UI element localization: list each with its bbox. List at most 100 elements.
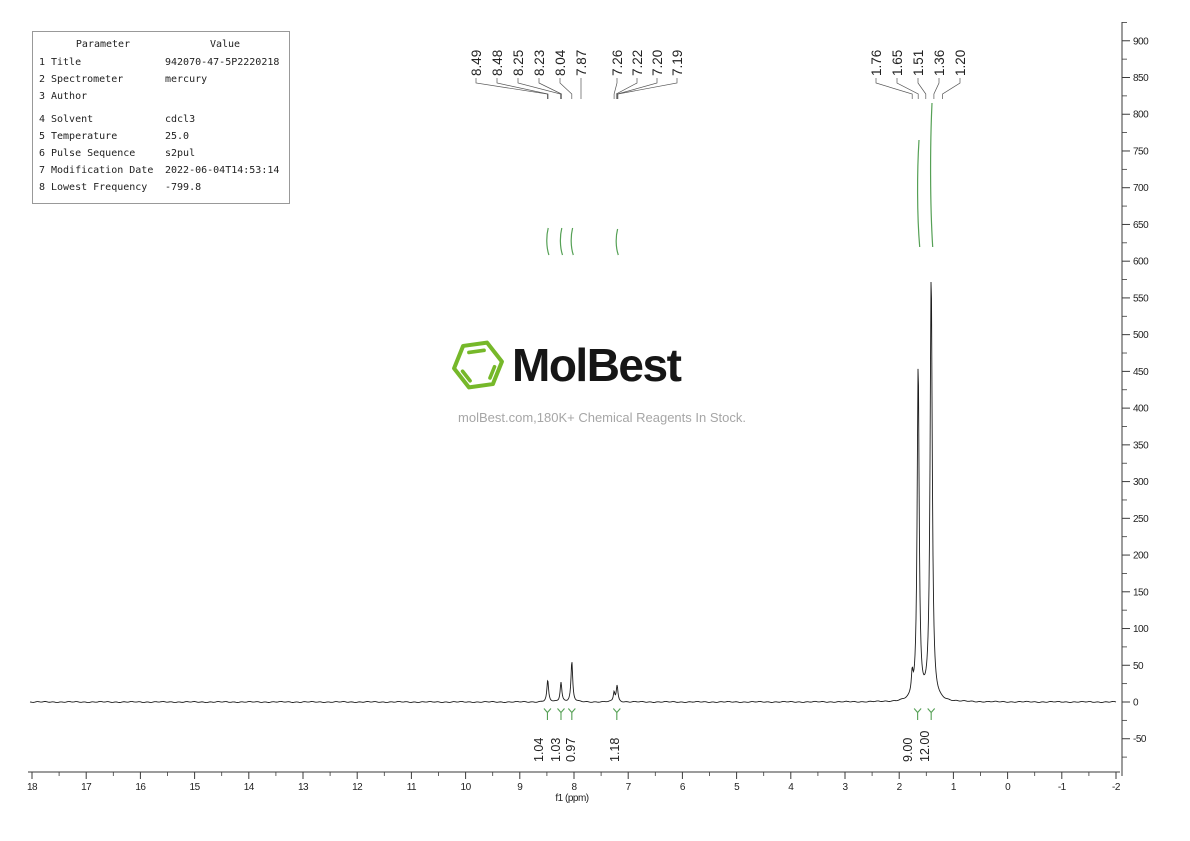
parameter-value: [165, 88, 283, 105]
integral-curve: [615, 228, 619, 256]
parameter-name: Pulse Sequence: [51, 148, 136, 159]
x-tick-label: 9: [517, 782, 523, 793]
parameter-index: 4: [39, 114, 46, 125]
integral-curve: [559, 227, 564, 256]
y-tick-label: 700: [1133, 183, 1149, 194]
parameter-column-header: Parameter: [75, 39, 131, 50]
molbest-hexagon-icon: [452, 340, 504, 390]
peak-label-connector: [538, 78, 562, 99]
peak-label-connector: [615, 78, 638, 99]
peak-shift-label: 1.20: [953, 50, 968, 76]
x-tick-label: 4: [788, 782, 794, 793]
peak-label-connector: [617, 78, 658, 99]
integral-region-marker: [543, 708, 552, 720]
x-tick-label: 3: [842, 782, 848, 793]
molbest-logo-text: MolBest: [512, 339, 682, 391]
peak-shift-label: 8.04: [553, 49, 568, 76]
parameter-row: 6 Pulse Sequence s2pul: [39, 145, 283, 162]
y-tick-label: 0: [1133, 698, 1139, 709]
integral-region-marker: [913, 708, 922, 720]
parameter-row: 3 Author: [39, 88, 283, 105]
x-tick-label: -1: [1058, 782, 1067, 793]
parameter-name: Solvent: [51, 114, 94, 125]
integration-label: 1.03: [549, 738, 563, 762]
nmr-trace: [29, 281, 1117, 704]
y-tick-label: 900: [1133, 36, 1149, 47]
y-tick-label: 50: [1133, 661, 1144, 672]
integration-label: 0.97: [564, 738, 578, 762]
peak-label-connector: [496, 78, 549, 99]
peak-shift-label: 1.65: [890, 50, 905, 76]
peak-shift-label: 8.25: [511, 50, 526, 76]
x-tick-label: 11: [407, 782, 417, 793]
y-tick-label: -50: [1133, 734, 1147, 745]
parameter-name: Lowest Frequency: [51, 182, 148, 193]
y-tick-label: 500: [1133, 330, 1149, 341]
x-tick-label: 0: [1005, 782, 1011, 793]
parameter-index: 7: [39, 165, 46, 176]
y-tick-label: 800: [1133, 110, 1149, 121]
x-tick-label: 6: [680, 782, 686, 793]
parameter-name: Temperature: [51, 131, 118, 142]
x-tick-label: 2: [897, 782, 903, 793]
x-tick-label: 15: [190, 782, 201, 793]
y-tick-label: 300: [1133, 477, 1149, 488]
x-tick-label: 17: [81, 782, 92, 793]
y-tick-label: 350: [1133, 440, 1149, 451]
integral-curve: [570, 227, 574, 256]
peak-shift-label: 8.49: [469, 50, 484, 76]
peak-label-connector: [875, 78, 913, 99]
parameter-table: Parameter Value 1 Title 942070-47-5P222021…: [32, 31, 290, 204]
x-tick-label: 7: [626, 782, 632, 793]
y-tick-label: 400: [1133, 404, 1149, 415]
parameter-row: 4 Solvent cdcl3: [39, 111, 283, 128]
integral-curve: [546, 227, 550, 256]
y-tick-label: 600: [1133, 257, 1149, 268]
parameter-table-header: Parameter Value: [39, 36, 283, 54]
x-tick-label: 10: [461, 782, 472, 793]
parameter-index: 3: [39, 91, 46, 102]
parameter-row: 7 Modification Date 2022-06-04T14:53:14: [39, 162, 283, 179]
parameter-value: mercury: [165, 74, 208, 85]
x-tick-label: 13: [298, 782, 309, 793]
peak-shift-label: 1.36: [932, 50, 947, 76]
parameter-index: 6: [39, 148, 46, 159]
integral-region-marker: [927, 708, 936, 720]
y-tick-label: 550: [1133, 293, 1149, 304]
peak-label-connector: [896, 78, 919, 99]
peak-shift-label: 7.19: [670, 50, 685, 76]
parameter-row: 8 Lowest Frequency -799.8: [39, 179, 283, 196]
parameter-row: 1 Title 942070-47-5P2220218: [39, 54, 283, 71]
parameter-value: s2pul: [165, 148, 196, 159]
peak-shift-label: 8.48: [490, 50, 505, 76]
x-tick-label: 16: [135, 782, 146, 793]
parameter-value: -799.8: [165, 182, 202, 193]
parameter-value: 2022-06-04T14:53:14: [165, 165, 280, 176]
peak-shift-label: 7.26: [610, 50, 625, 76]
y-tick-label: 200: [1133, 551, 1149, 562]
integration-label: 12.00: [918, 731, 932, 762]
parameter-row: 2 Spectrometer mercury: [39, 71, 283, 88]
x-tick-label: -2: [1112, 782, 1121, 793]
x-tick-label: 1: [951, 782, 957, 793]
integral-region-marker: [557, 708, 565, 720]
peak-label-connector: [559, 78, 573, 99]
peak-shift-label: 8.23: [532, 50, 547, 76]
parameter-value: 25.0: [165, 131, 190, 142]
integration-label: 1.04: [532, 738, 546, 762]
x-tick-label: 14: [244, 782, 255, 793]
peak-label-connector: [475, 78, 548, 99]
y-tick-label: 100: [1133, 624, 1149, 635]
peak-label-connector: [617, 78, 678, 99]
molbest-watermark: MolBest: [449, 336, 682, 394]
parameter-index: 2: [39, 74, 46, 85]
y-tick-label: 650: [1133, 220, 1149, 231]
peak-shift-label: 7.87: [574, 50, 589, 76]
x-tick-label: 5: [734, 782, 740, 793]
y-tick-label: 450: [1133, 367, 1149, 378]
x-axis-title: f1 (ppm): [555, 793, 588, 804]
parameter-index: 5: [39, 131, 46, 142]
peak-label-connector: [933, 78, 940, 99]
